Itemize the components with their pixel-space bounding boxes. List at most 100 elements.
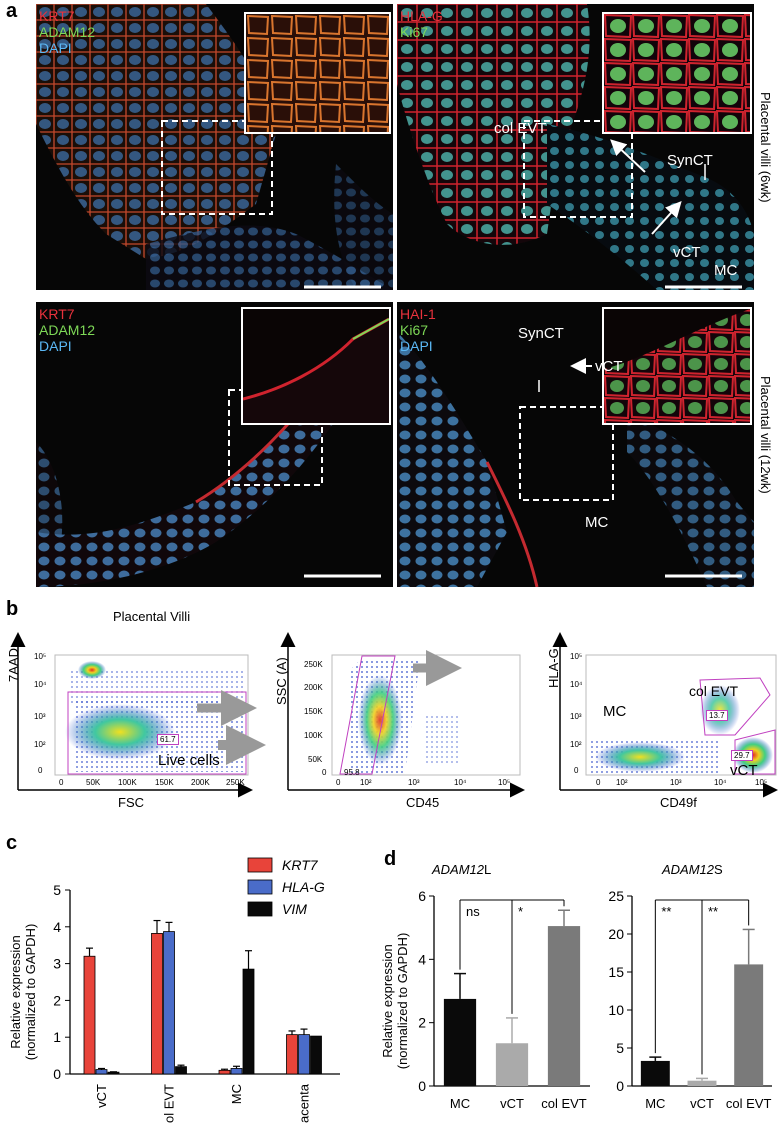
bar xyxy=(547,926,581,1086)
significance-label: ** xyxy=(661,904,671,919)
x-category-label: col EVT xyxy=(541,1096,587,1111)
plot1-xtick: 50K xyxy=(86,778,101,787)
plot1-xtick: 150K xyxy=(155,778,174,787)
plot3-xtick: 10⁴ xyxy=(714,778,727,787)
panel-c-letter: c xyxy=(6,832,18,854)
x-category-label: vCT xyxy=(500,1096,524,1111)
plot2-ytick: 0 xyxy=(322,768,327,777)
micrograph-12wk-krt7-adam12: KRT7 ADAM12 DAPI xyxy=(36,302,393,587)
channel-label: KRT7 xyxy=(39,306,75,322)
annotation-mc: MC xyxy=(585,514,609,531)
bar xyxy=(218,1069,231,1075)
y-tick-label: 5 xyxy=(53,882,61,898)
chart-d-adam12s: 0 5 10 15 20 25 MC vCT col EVT ** ** xyxy=(608,888,772,1111)
x-category-label: Placenta xyxy=(297,1083,312,1123)
plot2-ylabel: SSC (A) xyxy=(274,657,289,705)
chart-d-left-title: ADAM12L xyxy=(432,862,492,877)
plot2-ytick: 100K xyxy=(304,731,323,740)
plot3-xtick: 10³ xyxy=(670,778,682,787)
plot3-xtick: 10⁵ xyxy=(755,778,768,787)
annotation-synct: SynCT xyxy=(518,325,564,342)
plot1-xtick: 200K xyxy=(191,778,210,787)
plot2-xtick: 0 xyxy=(336,778,341,787)
y-tick-label: 0 xyxy=(53,1066,61,1082)
inset-zoom xyxy=(241,307,391,425)
micrograph-texture xyxy=(36,361,381,587)
channel-label: DAPI xyxy=(39,40,72,56)
plot3-ytick: 10² xyxy=(570,740,582,749)
inset-zoom xyxy=(244,12,391,134)
panel-b-letter: b xyxy=(6,598,19,620)
channel-label: HLA-G xyxy=(400,8,443,24)
bar xyxy=(310,1035,322,1075)
x-category-label: MC xyxy=(450,1096,470,1111)
bar xyxy=(242,968,255,1075)
plot2-xtick: 10² xyxy=(360,778,372,787)
legend-label: HLA-G xyxy=(282,879,325,895)
bar xyxy=(286,1034,298,1075)
plot1-ytick: 10³ xyxy=(34,712,46,721)
plot3-gate-vct: vCT xyxy=(730,762,758,779)
plot1-gate-label: Live cells xyxy=(158,752,220,769)
panel-a-letter: a xyxy=(6,0,18,22)
channel-label: ADAM12 xyxy=(39,322,96,338)
annotation-synct: SynCT xyxy=(667,152,713,169)
row-label-6wk: Placental villi (6wk) xyxy=(758,92,773,203)
channel-label: DAPI xyxy=(39,338,72,354)
micrograph-texture xyxy=(397,4,754,290)
significance-label: * xyxy=(518,904,523,919)
plot1-xtick: 100K xyxy=(118,778,137,787)
plot1-ytick: 10² xyxy=(34,740,46,749)
legend-swatch xyxy=(247,857,273,873)
y-tick-label: 4 xyxy=(418,951,426,967)
y-tick-label: 10 xyxy=(608,1002,624,1018)
significance-label: ** xyxy=(708,904,718,919)
plot1-xlabel: FSC xyxy=(118,795,144,810)
plot2-xtick: 10⁴ xyxy=(454,778,467,787)
micrograph-texture xyxy=(36,4,393,290)
plot3-gate-col-evt: col EVT xyxy=(689,683,739,699)
plot2-xlabel: CD45 xyxy=(406,795,440,810)
flow-cytometry-panel xyxy=(10,632,778,798)
plot1-ytick: 10⁴ xyxy=(34,680,47,689)
annotation-col-evt: col EVT xyxy=(494,120,547,137)
channel-label: ADAM12 xyxy=(39,24,96,40)
x-category-label: vCT xyxy=(94,1084,109,1108)
chart-d-right-title: ADAM12S xyxy=(662,862,723,877)
bar xyxy=(175,1066,187,1075)
plot3-gate-value: 29.7 xyxy=(731,750,753,761)
micrograph-6wk-hla-g-ki67: HLA-G Ki67 col EVT SynCT vCT MC xyxy=(397,4,754,290)
bar xyxy=(495,1043,529,1086)
y-tick-label: 20 xyxy=(608,926,624,942)
legend-label: KRT7 xyxy=(282,857,319,873)
annotation-mc: MC xyxy=(714,262,738,279)
x-category-label: col EVT xyxy=(162,1084,177,1123)
bar xyxy=(151,933,163,1075)
y-tick-label: 6 xyxy=(418,888,426,904)
channel-label: Ki67 xyxy=(400,24,429,40)
bar xyxy=(95,1069,108,1075)
y-tick-label: 15 xyxy=(608,964,624,980)
plot1-ytick: 10⁵ xyxy=(34,652,47,661)
bar xyxy=(298,1034,310,1075)
inset-zoom xyxy=(602,12,752,134)
y-tick-label: 2 xyxy=(418,1015,426,1031)
plot1-title: Placental Villi xyxy=(113,609,191,624)
annotation-vct: vCT xyxy=(673,244,701,261)
legend-label: VIM xyxy=(282,901,307,917)
bar xyxy=(163,931,175,1075)
plot3-ytick: 10⁵ xyxy=(570,652,583,661)
plot1-gate-value: 61.7 xyxy=(157,734,179,745)
legend-swatch xyxy=(247,879,273,895)
plot1-xtick: 250K xyxy=(226,778,245,787)
channel-label: DAPI xyxy=(400,338,433,354)
plot3-xlabel: CD49f xyxy=(660,795,697,810)
bar xyxy=(107,1071,120,1075)
bar xyxy=(687,1080,717,1086)
plot2-ytick: 250K xyxy=(304,660,323,669)
plot1-xtick: 0 xyxy=(59,778,64,787)
plot3-gate-value: 13.7 xyxy=(706,710,728,721)
plot2-ytick: 150K xyxy=(304,707,323,716)
y-tick-label: 5 xyxy=(616,1040,624,1056)
x-category-label: col EVT xyxy=(726,1096,772,1111)
